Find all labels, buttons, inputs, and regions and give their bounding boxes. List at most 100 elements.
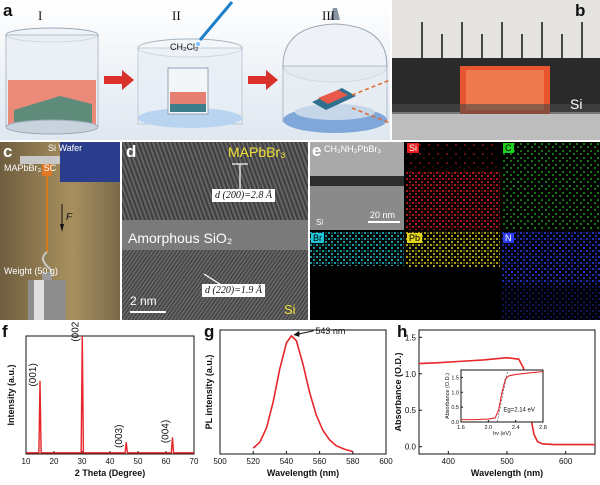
arrow-one	[104, 70, 134, 90]
inset-y-tick-label: 1.0	[451, 390, 459, 396]
x-tick-label: 600	[559, 457, 573, 466]
panel-d: d MAPbBr₃ d (200)=2.8 Å Amorphous SiO₂ d…	[122, 142, 308, 320]
x-tick-label: 500	[500, 457, 514, 466]
pb-map-label: Pb	[407, 233, 423, 243]
x-tick-label: 70	[190, 457, 199, 466]
panel-e: e CH₃NH₃PbBr₃ Si 20 nm Si C Br Pb N	[310, 142, 600, 320]
y-tick-label: 0.0	[405, 443, 417, 452]
x-tick-label: 50	[134, 457, 143, 466]
weight-label: Weight (50 g)	[4, 266, 58, 276]
inset-x-tick-label: 2.8	[539, 425, 547, 431]
xrd-chart: 10 20 30 40 50 60 70 2 Theta (Degree) Intensity …	[6, 322, 199, 478]
x-tick-label: 500	[213, 457, 227, 466]
panel-g-letter: g	[204, 322, 215, 341]
x-tick-label: 60	[162, 457, 171, 466]
solvent-label: CH₂Cl₂	[170, 42, 199, 52]
peak-label: (003)	[114, 425, 125, 448]
x-axis-label: Wavelength (nm)	[471, 468, 543, 478]
d220-spacing: d (220)=1.9 Å	[202, 284, 266, 297]
hrtem-scale-bar: 2 nm	[130, 294, 157, 308]
inset-y-tick-label: 1.5	[451, 375, 459, 381]
beaker-two	[137, 1, 243, 128]
panel-b: b Si	[392, 0, 600, 140]
inset-frame	[460, 369, 544, 423]
si-map-label: Si	[407, 143, 420, 153]
panel-e-letter: e	[312, 142, 322, 160]
plot-frame	[219, 329, 387, 455]
panel-h: 400 500 600 0.0 0.5 1.0 1.5 Wavelength (nm) Abso…	[395, 322, 600, 485]
desiccator	[282, 8, 388, 133]
x-axis-label: Wavelength (nm)	[267, 468, 339, 478]
y-tick-label: 1.5	[405, 333, 417, 342]
inset-absorbance-line	[461, 370, 544, 421]
br-map-label: Br	[311, 233, 324, 243]
pl-chart: 500 520 540 560 580 600 Wavelength (nm) PL inte…	[204, 326, 393, 478]
peak-arrow-head	[293, 330, 300, 337]
d200-spacing: d (200)=2.8 Å	[212, 189, 276, 202]
x-tick-label: 10	[22, 457, 31, 466]
panel-f: 10 20 30 40 50 60 70 2 Theta (Degree) Intensity …	[0, 322, 200, 485]
panel-b-letter: b	[575, 1, 586, 20]
inset-y-tick-label: 0.5	[451, 405, 459, 411]
panel-g: 500 520 540 560 580 600 Wavelength (nm) PL inte…	[200, 322, 395, 485]
y-axis-label: PL intensity (a.u.)	[204, 355, 214, 430]
step-two-label: II	[172, 8, 181, 23]
pl-spectrum-line	[252, 334, 354, 453]
step-one-label: I	[38, 8, 42, 23]
panel-a-letter: a	[3, 1, 13, 20]
force-label: F	[66, 212, 73, 223]
panel-d-letter: d	[126, 142, 137, 161]
n-map-label: N	[503, 233, 514, 243]
inset-x-tick-label: 2.4	[512, 425, 520, 431]
xrd-pattern-line	[26, 335, 194, 454]
y-axis-label: Absorbance (O.D.)	[395, 352, 403, 431]
x-tick-label: 580	[346, 457, 360, 466]
force-test-photo	[20, 142, 120, 320]
wafer-label: Si Wafer	[48, 143, 83, 153]
eds-overview-label: CH₃NH₃PbBr₃	[324, 144, 382, 154]
sio2-layer-label: Amorphous SiO₂	[128, 230, 233, 246]
pl-peak-label: 543 nm	[315, 326, 345, 336]
panel-c-letter: c	[3, 142, 13, 161]
y-axis-label: Intensity (a.u.)	[6, 364, 16, 425]
inset-x-tick-label: 2.0	[485, 425, 493, 431]
x-tick-label: 560	[313, 457, 327, 466]
panel-c: c Si Wafer MAPbBr₃ SC F Weight (50 g)	[0, 142, 120, 320]
x-tick-label: 520	[247, 457, 261, 466]
c-map-label: C	[503, 143, 514, 153]
hrtem-image	[122, 142, 308, 320]
eds-scale-bar: 20 nm	[370, 210, 396, 220]
y-tick-label: 1.0	[405, 370, 417, 379]
inset-x-axis-label: hν (eV)	[493, 431, 511, 437]
x-tick-label: 400	[442, 457, 456, 466]
absorbance-chart: 400 500 600 0.0 0.5 1.0 1.5 Wavelength (nm) Abso…	[395, 329, 596, 478]
x-tick-label: 20	[50, 457, 59, 466]
panel-a: CH₂Cl₂ I II III a	[0, 0, 390, 140]
step-three-label: III	[322, 8, 335, 23]
panel-f-letter: f	[2, 322, 8, 341]
beaker-one	[5, 27, 99, 135]
synthesis-schematic: CH₂Cl₂ I II III	[5, 1, 390, 135]
inset-y-tick-label: 0.0	[451, 420, 459, 426]
mapbbr3-layer-label: MAPbBr₃	[228, 144, 286, 160]
bandgap-annotation: Eg=2.14 eV	[503, 408, 535, 414]
crystal-label: MAPbBr₃ SC	[4, 163, 57, 173]
peak-label: (002)	[70, 322, 81, 342]
si-layer-label: Si	[284, 302, 296, 317]
eds-maps	[310, 142, 600, 320]
y-tick-label: 0.5	[405, 406, 417, 415]
inset-fit-line	[496, 371, 508, 423]
panel-h-letter: h	[397, 322, 408, 341]
peak-label: (004)	[160, 420, 171, 443]
x-tick-label: 30	[78, 457, 87, 466]
x-tick-label: 540	[280, 457, 294, 466]
eds-overview-si-label: Si	[316, 218, 324, 227]
x-axis-label: 2 Theta (Degree)	[75, 468, 146, 478]
x-tick-label: 600	[379, 457, 393, 466]
peak-label: (001)	[28, 363, 39, 386]
inset-y-axis-label: Absorbance (O.D.)	[445, 373, 451, 419]
inset-x-tick-label: 1.6	[457, 425, 465, 431]
si-substrate-label: Si	[570, 96, 583, 112]
x-tick-label: 40	[106, 457, 115, 466]
crystal-photo	[392, 0, 600, 140]
